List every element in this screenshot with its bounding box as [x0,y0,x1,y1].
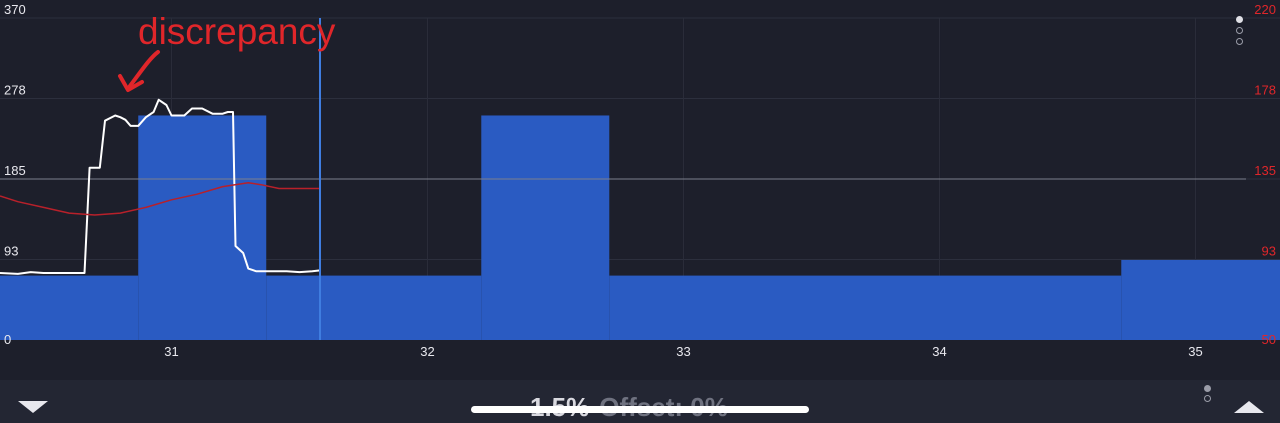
footer-pager-icon[interactable] [1204,385,1211,405]
bar[interactable] [266,275,482,340]
right-axis-tick-label: 135 [1254,163,1276,178]
white-line-series [0,98,321,275]
x-axis-tick-label: 34 [932,344,946,359]
bottom-toolbar [0,380,1280,423]
bar[interactable] [138,115,267,340]
bar[interactable] [0,275,139,340]
pager-dot[interactable] [1204,385,1211,392]
annotation-arrowhead [118,74,144,92]
home-indicator[interactable] [471,406,809,413]
line-series [0,18,1246,340]
right-axis-tick-label: 93 [1262,244,1276,259]
left-axis-tick-label: 0 [4,332,11,347]
expand-triangle-icon[interactable] [1234,401,1264,413]
chart-pager-icon[interactable] [1236,16,1243,49]
pager-dot[interactable] [1236,27,1243,34]
right-axis-tick-label: 178 [1254,83,1276,98]
bar[interactable] [1121,259,1280,340]
annotation-label: discrepancy [138,11,336,52]
bar[interactable] [609,275,1122,340]
pager-dot[interactable] [1236,16,1243,23]
collapse-triangle-icon[interactable] [18,401,48,413]
left-axis-tick-label: 278 [4,83,26,98]
pager-dot[interactable] [1204,395,1211,402]
x-axis-tick-label: 33 [676,344,690,359]
right-axis-tick-label: 220 [1254,2,1276,17]
bar[interactable] [481,115,610,340]
x-axis-tick-label: 31 [164,344,178,359]
x-axis-tick-label: 32 [420,344,434,359]
axis-labels: 370 278 185 93 0 220 178 135 93 50 31 32 33 34 35 [4,2,1276,359]
x-axis-tick-label: 35 [1188,344,1202,359]
left-axis-tick-label: 93 [4,244,18,259]
pager-dot[interactable] [1236,38,1243,45]
chart[interactable]: 370 278 185 93 0 220 178 135 93 50 31 32 33 34 35 [0,0,1280,380]
left-axis-tick-label: 370 [4,2,26,17]
annotation-arrow [128,50,160,88]
bar-series [0,115,1280,340]
right-axis-tick-label: 50 [1262,332,1276,347]
left-axis-tick-label: 185 [4,163,26,178]
red-line-series [0,182,320,216]
